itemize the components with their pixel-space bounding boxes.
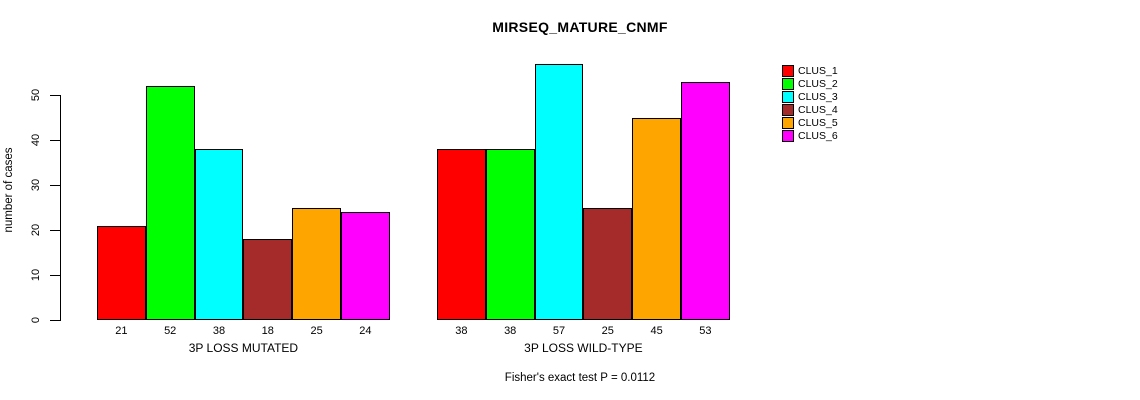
annotation-text: Fisher's exact test P = 0.0112	[504, 372, 656, 384]
legend-item: CLUS_4	[782, 104, 838, 116]
x-group-label: 3P LOSS MUTATED	[188, 341, 299, 355]
legend-item: CLUS_3	[782, 91, 838, 103]
bar-clus_6-group1	[341, 212, 390, 320]
bar-clus_6-group2	[681, 81, 730, 320]
legend-item: CLUS_2	[782, 78, 838, 90]
legend-swatch-clus_6	[782, 130, 794, 142]
bar-clus_1-group2	[437, 149, 486, 320]
legend-label: CLUS_3	[798, 91, 838, 103]
bar-clus_4-group2	[583, 207, 633, 320]
bar-value-label: 25	[601, 325, 614, 337]
bar-value-label: 45	[650, 325, 663, 337]
y-tick	[50, 140, 60, 141]
bar-value-label: 38	[504, 325, 517, 337]
legend-swatch-clus_4	[782, 104, 794, 116]
bar-value-label: 57	[552, 325, 566, 337]
legend-swatch-clus_2	[782, 78, 794, 90]
bar-clus_5-group2	[632, 117, 681, 320]
legend-swatch-clus_3	[782, 91, 794, 103]
bar-value-label: 21	[115, 325, 128, 337]
legend-label: CLUS_5	[798, 117, 838, 129]
bar-value-label: 24	[359, 325, 372, 337]
y-tick	[50, 320, 60, 321]
legend-label: CLUS_4	[798, 104, 838, 116]
bar-clus_5-group1	[292, 207, 341, 320]
bar-clus_1-group1	[97, 225, 146, 320]
legend-item: CLUS_1	[782, 65, 838, 77]
legend-swatch-clus_5	[782, 117, 794, 129]
y-axis-line	[60, 95, 61, 321]
bar-value-label: 52	[164, 325, 177, 337]
bar-clus_4-group1	[243, 239, 293, 320]
legend-item: CLUS_5	[782, 117, 838, 129]
bar-clus_2-group1	[145, 86, 195, 320]
x-group-label: 3P LOSS WILD-TYPE	[524, 341, 643, 355]
chart-title: MIRSEQ_MATURE_CNMF	[492, 19, 668, 35]
y-tick	[50, 230, 60, 231]
bar-clus_3-group1	[194, 149, 244, 320]
legend-label: CLUS_1	[798, 65, 838, 77]
y-tick	[50, 185, 60, 186]
bar-value-label: 25	[310, 325, 323, 337]
bar-value-label: 53	[699, 325, 712, 337]
y-tick	[50, 275, 60, 276]
bar-clus_2-group2	[485, 149, 535, 320]
bar-value-label: 38	[212, 325, 226, 337]
legend-label: CLUS_6	[798, 130, 838, 142]
legend-item: CLUS_6	[782, 130, 838, 142]
legend-label: CLUS_2	[798, 78, 838, 90]
legend-swatch-clus_1	[782, 65, 794, 77]
bar-clus_3-group2	[534, 63, 584, 320]
bar-value-label: 18	[261, 325, 274, 337]
bar-value-label: 38	[455, 325, 468, 337]
y-tick	[50, 95, 60, 96]
